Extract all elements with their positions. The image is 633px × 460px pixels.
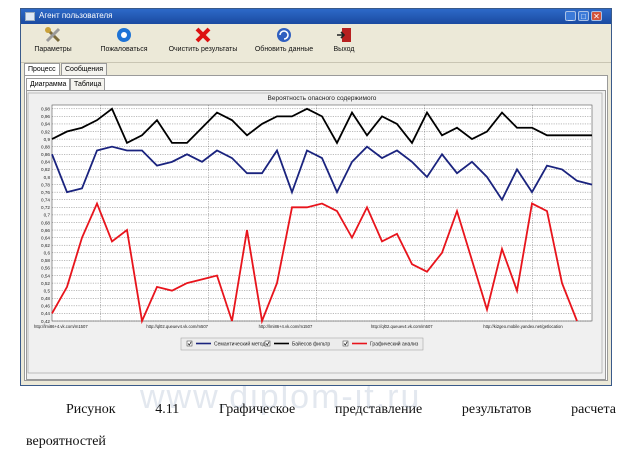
- tab-messages[interactable]: Сообщения: [61, 63, 107, 75]
- y-tick-label: 0,88: [41, 144, 50, 149]
- legend-box: [180, 337, 424, 351]
- clear-results-label: Очистить результаты: [168, 46, 238, 53]
- y-tick-label: 0,66: [41, 228, 50, 233]
- update-data-label: Обновить данные: [254, 46, 314, 53]
- clear-results-button[interactable]: Очистить результаты: [163, 26, 243, 53]
- tab-process[interactable]: Процесс: [24, 63, 60, 76]
- y-tick-label: 0,5: [44, 288, 51, 293]
- app-icon: [25, 12, 35, 21]
- complain-label: Пожаловаться: [100, 46, 148, 53]
- y-tick-label: 0,64: [41, 235, 50, 240]
- update-data-button[interactable]: Обновить данные: [247, 26, 321, 53]
- y-tick-label: 0,48: [41, 296, 50, 301]
- toolbar: Параметры Пожаловаться Очистить результа…: [21, 24, 611, 63]
- complain-icon: [117, 28, 131, 42]
- legend-checkbox: [342, 340, 349, 347]
- y-tick-label: 0,9: [44, 137, 51, 142]
- title-bar: Агент пользователя _ □ ✕: [21, 9, 611, 24]
- y-tick-label: 0,92: [41, 129, 50, 134]
- y-tick-label: 0,62: [41, 243, 50, 248]
- caption-line-2: вероятностей: [26, 434, 106, 449]
- legend-label: Графический анализ: [370, 341, 419, 348]
- y-tick-label: 0,7: [44, 213, 51, 218]
- maximize-button[interactable]: □: [578, 11, 589, 21]
- series-line: [51, 145, 593, 202]
- y-tick-label: 0,58: [41, 258, 50, 263]
- caption-line-1: Рисунок 4.11 Графическое представление р…: [66, 402, 616, 417]
- complain-button[interactable]: Пожаловаться: [93, 26, 155, 53]
- check-icon: [265, 341, 270, 346]
- y-tick-label: 0,76: [41, 190, 50, 195]
- y-tick-label: 0,74: [41, 198, 50, 203]
- x-tick-label: http://lmi86+4.vk.com/m1507: [259, 324, 313, 329]
- y-tick-label: 0,82: [41, 167, 50, 172]
- y-tick-label: 0,56: [41, 266, 50, 271]
- x-tick-label: http://ki2geo.mobile.yandex.net/getlocat…: [483, 324, 563, 329]
- y-tick-label: 0,78: [41, 182, 50, 187]
- probability-chart: Вероятность опасного содержимого 0,42 0,44…: [27, 92, 603, 374]
- tab-diagram[interactable]: Диаграмма: [26, 78, 71, 91]
- legend-checkbox: [264, 340, 271, 347]
- y-tick-label: 0,94: [41, 122, 50, 127]
- y-tick-label: 0,44: [41, 311, 50, 316]
- exit-button[interactable]: Выход: [327, 26, 361, 53]
- series-line: [51, 107, 592, 145]
- y-tick-label: 0,6: [44, 251, 51, 256]
- check-icon: [343, 341, 348, 346]
- refresh-icon: [277, 28, 291, 42]
- chart-panel: Вероятность опасного содержимого 0,42 0,44…: [26, 90, 606, 380]
- y-tick-label: 0,52: [41, 281, 50, 286]
- process-panel: Диаграмма Таблица Вероятность опасного с…: [24, 75, 608, 381]
- exit-icon: [337, 28, 351, 42]
- window-title: Агент пользователя: [39, 11, 113, 20]
- y-tick-label: 0,98: [41, 107, 50, 112]
- params-label: Параметры: [34, 46, 72, 53]
- y-tick-label: 0,72: [41, 205, 50, 210]
- y-tick-label: 0,42: [41, 319, 50, 324]
- y-tick-label: 0,96: [41, 114, 50, 119]
- red-x-icon: [195, 27, 211, 43]
- close-button[interactable]: ✕: [591, 11, 602, 21]
- x-tick-label: http://ql02.queuev4.vk.com/m507: [371, 324, 433, 329]
- legend-checkbox: [186, 340, 193, 347]
- tab-table[interactable]: Таблица: [70, 78, 106, 90]
- y-tick-label: 0,8: [44, 175, 51, 180]
- x-tick-label: http://lmi86+4.vk.com/m1507: [34, 324, 88, 329]
- params-button[interactable]: Параметры: [27, 26, 79, 53]
- plot-area: [51, 104, 593, 322]
- y-tick-label: 0,84: [41, 160, 50, 165]
- series-line: [51, 201, 578, 325]
- legend-label: Байесов фильтр: [292, 341, 330, 348]
- app-window: Агент пользователя _ □ ✕ Параметры Пожал…: [20, 8, 612, 386]
- y-tick-label: 0,46: [41, 304, 50, 309]
- tools-icon: [45, 27, 61, 43]
- legend-label: Семантический метод: [214, 341, 265, 348]
- x-tick-label: http://ql02.queuev4.vk.com/m507: [146, 324, 208, 329]
- y-tick-label: 0,86: [41, 152, 50, 157]
- check-icon: [187, 341, 192, 346]
- exit-label: Выход: [333, 46, 355, 53]
- minimize-button[interactable]: _: [565, 11, 576, 21]
- y-tick-label: 0,68: [41, 220, 50, 225]
- chart-title: Вероятность опасного содержимого: [268, 95, 377, 102]
- y-tick-label: 0,54: [41, 273, 50, 278]
